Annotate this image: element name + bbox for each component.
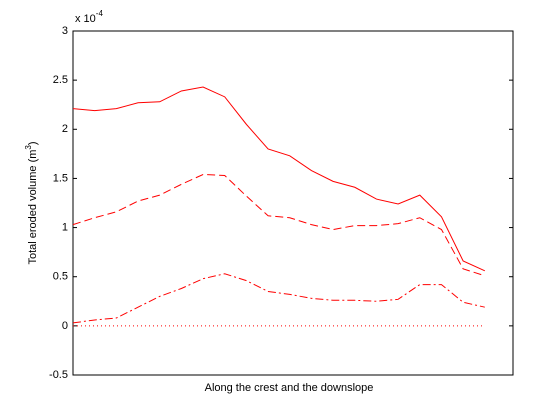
y-multiplier-base: x 10 bbox=[75, 13, 96, 25]
y-multiplier-exponent: -4 bbox=[96, 9, 104, 18]
series-line bbox=[72, 173, 485, 277]
plot-frame bbox=[72, 30, 514, 376]
y-tick-label: -0.5 bbox=[49, 369, 68, 381]
y-multiplier: x 10-4 bbox=[75, 9, 103, 25]
y-tick-label: 2 bbox=[62, 123, 68, 135]
series-line bbox=[72, 86, 486, 272]
y-axis-label-text: Total eroded volume (m bbox=[27, 150, 39, 265]
y-axis-label-superscript: 3 bbox=[24, 145, 33, 150]
y-tick-label: 0 bbox=[62, 320, 68, 332]
y-tick-label: 1.5 bbox=[53, 172, 68, 184]
y-tick-label: 3 bbox=[62, 25, 68, 37]
y-axis-label: Total eroded volume (m3) bbox=[24, 141, 39, 264]
y-tick-label: 0.5 bbox=[53, 271, 68, 283]
y-tick-label: 1 bbox=[62, 221, 68, 233]
x-axis-label: Along the crest and the downslope bbox=[205, 382, 374, 394]
y-tick-label: 2.5 bbox=[53, 74, 68, 86]
y-axis-label-close: ) bbox=[27, 141, 39, 145]
series-line bbox=[72, 273, 485, 324]
